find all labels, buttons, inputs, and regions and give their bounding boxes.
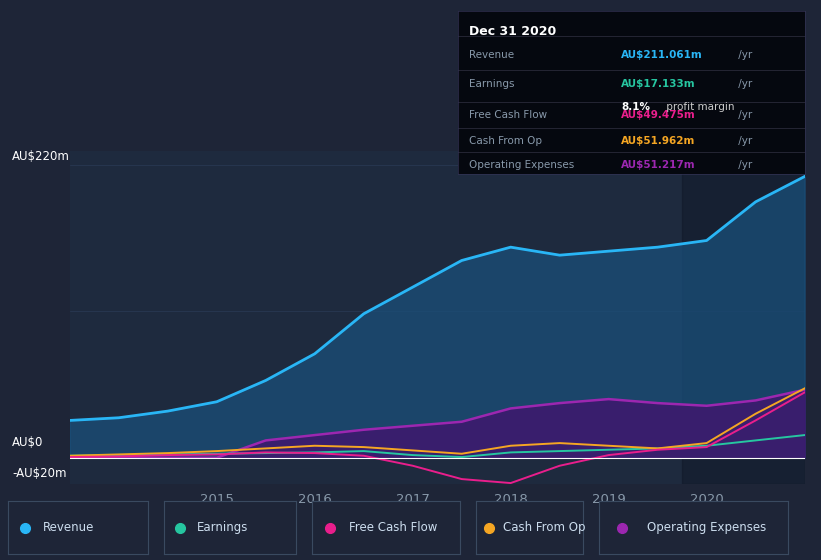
Text: AU$51.962m: AU$51.962m xyxy=(621,136,695,146)
Text: AU$51.217m: AU$51.217m xyxy=(621,161,695,170)
Text: /yr: /yr xyxy=(736,110,753,120)
Text: -AU$20m: -AU$20m xyxy=(12,466,67,480)
Text: Cash From Op: Cash From Op xyxy=(502,521,585,534)
Text: profit margin: profit margin xyxy=(663,102,734,112)
Text: AU$49.475m: AU$49.475m xyxy=(621,110,695,120)
Text: Dec 31 2020: Dec 31 2020 xyxy=(469,25,556,38)
Text: Free Cash Flow: Free Cash Flow xyxy=(469,110,547,120)
Text: Revenue: Revenue xyxy=(469,50,514,60)
Text: 8.1%: 8.1% xyxy=(621,102,650,112)
Text: Earnings: Earnings xyxy=(197,521,249,534)
Text: AU$211.061m: AU$211.061m xyxy=(621,50,703,60)
Text: /yr: /yr xyxy=(736,50,753,60)
Text: /yr: /yr xyxy=(736,161,753,170)
Text: Operating Expenses: Operating Expenses xyxy=(647,521,766,534)
Text: AU$17.133m: AU$17.133m xyxy=(621,80,695,89)
Text: Cash From Op: Cash From Op xyxy=(469,136,542,146)
Text: /yr: /yr xyxy=(736,136,753,146)
Text: Revenue: Revenue xyxy=(44,521,94,534)
Text: Free Cash Flow: Free Cash Flow xyxy=(349,521,438,534)
Text: AU$220m: AU$220m xyxy=(12,150,70,164)
Text: Operating Expenses: Operating Expenses xyxy=(469,161,574,170)
Bar xyxy=(682,151,805,484)
Text: Earnings: Earnings xyxy=(469,80,514,89)
Text: AU$0: AU$0 xyxy=(12,436,44,449)
Text: /yr: /yr xyxy=(736,80,753,89)
